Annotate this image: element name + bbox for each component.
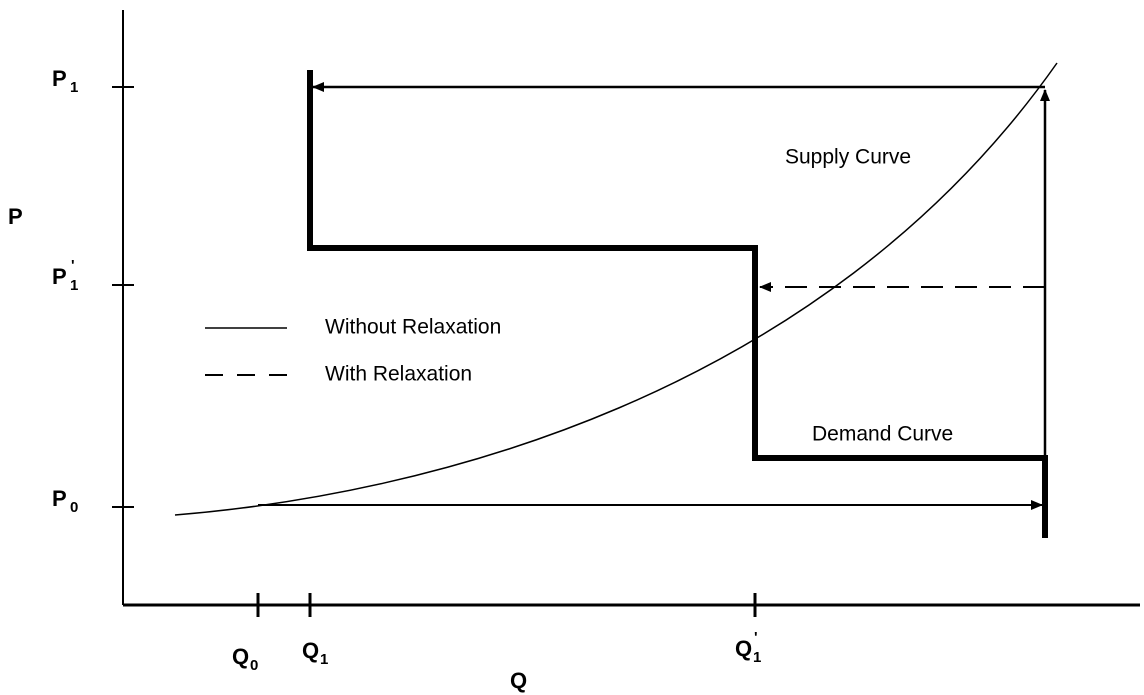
demand-label: Demand Curve xyxy=(812,423,953,446)
supply-label: Supply Curve xyxy=(785,146,911,169)
tick-subscript: 1 xyxy=(753,649,761,666)
tick-subscript: 1 xyxy=(70,277,78,294)
legend-label: Without Relaxation xyxy=(325,316,501,339)
x-axis-label: Q xyxy=(510,668,527,693)
demand-curve xyxy=(307,70,1048,538)
tick-label: P xyxy=(52,66,67,91)
y-axis-label: P xyxy=(8,204,23,229)
tick-label: P xyxy=(52,486,67,511)
tick-label: Q xyxy=(232,644,249,669)
tick-label: P xyxy=(52,264,67,289)
tick-subscript: 0 xyxy=(70,499,78,516)
tick-label: Q xyxy=(735,636,752,661)
tick-prime: ' xyxy=(71,257,75,274)
legend-label: With Relaxation xyxy=(325,363,472,386)
tick-subscript: 1 xyxy=(320,651,328,668)
supply-curve xyxy=(174,62,1058,516)
tick-label: Q xyxy=(302,638,319,663)
tick-subscript: 0 xyxy=(250,657,258,674)
tick-subscript: 1 xyxy=(70,79,78,96)
tick-prime: ' xyxy=(754,629,758,646)
